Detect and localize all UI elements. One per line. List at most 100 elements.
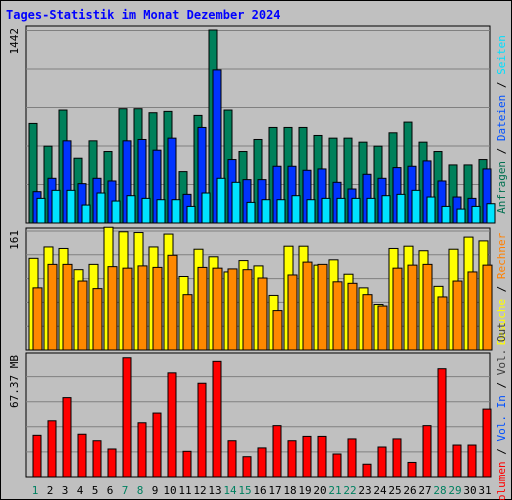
- bar-volumen-day-3: [62, 397, 72, 478]
- bar-seiten-day-30: [471, 205, 481, 224]
- x-tick-day-26: 26: [403, 484, 416, 497]
- bar-rechner-day-20: [317, 263, 328, 351]
- bar-volumen-day-8: [137, 422, 147, 478]
- x-tick-day-8: 8: [137, 484, 144, 497]
- bar-rechner-day-4: [77, 280, 88, 351]
- x-tick-day-31: 31: [478, 484, 491, 497]
- bar-volumen-day-23: [362, 463, 372, 478]
- panel-1: 1442 Anfragen / Dateien / Seiten: [8, 25, 508, 224]
- x-tick-day-23: 23: [358, 484, 371, 497]
- bar-volumen-day-26: [407, 461, 417, 478]
- bar-rechner-day-23: [362, 294, 373, 351]
- bar-rechner-day-12: [197, 266, 208, 351]
- bar-seiten-day-23: [366, 197, 376, 224]
- legend-entry: Seiten: [495, 35, 508, 75]
- legend-entry: Rechner: [495, 232, 508, 279]
- x-tick-day-1: 1: [32, 484, 39, 497]
- bar-volumen-day-1: [32, 434, 42, 478]
- bar-volumen-day-25: [392, 438, 402, 478]
- x-tick-day-3: 3: [62, 484, 69, 497]
- bar-volumen-day-16: [257, 447, 267, 478]
- x-tick-day-21: 21: [328, 484, 341, 497]
- x-tick-day-19: 19: [298, 484, 311, 497]
- bar-rechner-day-2: [47, 263, 58, 351]
- x-tick-day-25: 25: [388, 484, 401, 497]
- bar-seiten-day-7: [126, 195, 136, 224]
- x-tick-day-29: 29: [448, 484, 461, 497]
- bar-rechner-day-5: [92, 288, 103, 351]
- bar-volumen-day-17: [272, 425, 282, 478]
- bar-volumen-day-13: [212, 360, 222, 478]
- x-tick-day-9: 9: [152, 484, 159, 497]
- bar-seiten-day-24: [381, 195, 391, 224]
- x-tick-day-12: 12: [193, 484, 206, 497]
- legend-entry: Vol. Out: [495, 322, 508, 375]
- bar-rechner-day-28: [437, 296, 448, 351]
- bar-rechner-day-18: [287, 274, 298, 351]
- bar-seiten-day-27: [426, 196, 436, 224]
- bar-rechner-day-1: [32, 287, 43, 351]
- x-tick-day-27: 27: [418, 484, 431, 497]
- bar-volumen-day-9: [152, 412, 162, 478]
- x-tick-day-4: 4: [77, 484, 84, 497]
- y-axis-max-label: 67.37 MB: [8, 355, 21, 408]
- chart-title: Tages-Statistik im Monat Dezember 2024: [6, 8, 281, 22]
- legend-entry: Dateien: [495, 95, 508, 141]
- legend-entry: Vol. In: [495, 395, 508, 441]
- bar-rechner-day-15: [242, 269, 253, 351]
- bar-rechner-day-27: [422, 263, 433, 351]
- x-tick-day-22: 22: [343, 484, 356, 497]
- x-tick-day-2: 2: [47, 484, 54, 497]
- bar-seiten-day-20: [321, 197, 331, 224]
- bar-seiten-day-26: [411, 189, 421, 224]
- bar-volumen-day-15: [242, 456, 252, 478]
- x-tick-day-18: 18: [283, 484, 296, 497]
- bar-volumen-day-31: [482, 408, 492, 478]
- panel-3: 67.37 MB Volumen / Vol. In / Vol. Out: [8, 322, 508, 500]
- legend-entry: /: [495, 279, 508, 299]
- bar-seiten-day-12: [201, 192, 211, 224]
- bar-seiten-day-3: [66, 189, 76, 224]
- bar-volumen-day-21: [332, 453, 342, 478]
- bar-rechner-day-7: [122, 267, 133, 351]
- bar-rechner-day-13: [212, 267, 223, 351]
- panel-2: 161 Besuche / Rechner: [8, 226, 508, 351]
- bar-seiten-day-2: [51, 189, 61, 224]
- bar-volumen-day-14: [227, 440, 237, 478]
- y-axis-max-label: 1442: [8, 28, 21, 55]
- x-tick-day-7: 7: [122, 484, 129, 497]
- bar-seiten-day-25: [396, 193, 406, 224]
- bar-seiten-day-17: [276, 199, 286, 224]
- bar-volumen-day-27: [422, 425, 432, 478]
- bar-volumen-day-19: [302, 435, 312, 478]
- bar-seiten-day-4: [81, 204, 91, 224]
- bar-rechner-day-26: [407, 264, 418, 351]
- x-tick-day-6: 6: [107, 484, 114, 497]
- bar-seiten-day-22: [351, 197, 361, 224]
- x-tick-day-16: 16: [253, 484, 266, 497]
- bar-seiten-day-28: [441, 205, 451, 224]
- bar-rechner-day-9: [152, 266, 163, 351]
- bar-seiten-day-5: [96, 192, 106, 224]
- bar-rechner-day-29: [452, 280, 463, 351]
- legend-entry: /: [495, 441, 508, 461]
- series-legend: Besuche / Rechner: [495, 232, 508, 345]
- bar-volumen-day-5: [92, 440, 102, 478]
- bar-volumen-day-12: [197, 382, 207, 478]
- bar-rechner-day-24: [377, 305, 388, 351]
- bar-volumen-day-24: [377, 446, 387, 478]
- bar-seiten-day-9: [156, 199, 166, 224]
- x-tick-day-30: 30: [463, 484, 476, 497]
- legend-entry: /: [495, 75, 508, 95]
- bar-seiten-day-6: [111, 200, 121, 224]
- bar-seiten-day-31: [486, 203, 496, 224]
- bar-volumen-day-2: [47, 420, 57, 478]
- bar-volumen-day-10: [167, 372, 177, 478]
- bar-rechner-day-10: [167, 254, 178, 351]
- bar-rechner-day-8: [137, 265, 148, 351]
- bar-volumen-day-6: [107, 448, 117, 478]
- x-axis-tick-labels: 1 2 3 4 5 6 7 8 9 10 11 12 13 14 15 16 17 18 19 20 21 22 23 24 2…: [32, 484, 492, 497]
- x-tick-day-28: 28: [433, 484, 446, 497]
